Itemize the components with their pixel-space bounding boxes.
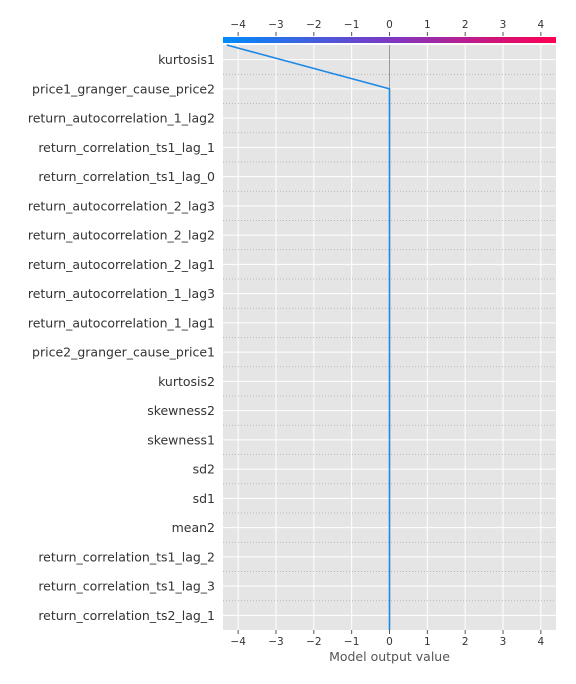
top-tick-label: 3 <box>500 19 507 31</box>
x-axis-title: Model output value <box>329 649 450 664</box>
top-tick-label: 4 <box>538 19 545 31</box>
feature-labels: kurtosis1 price1_granger_cause_price2retu… <box>28 52 215 623</box>
colorbar <box>223 37 556 43</box>
feature-label: return_correlation_ts2_lag_1 <box>38 608 215 623</box>
feature-label: return_autocorrelation_2_lag2 <box>28 228 215 243</box>
feature-label: kurtosis1 <box>158 52 215 67</box>
feature-label: sd2 <box>193 462 215 477</box>
bottom-tick-label: 4 <box>538 636 545 648</box>
bottom-tick-label: 3 <box>500 636 507 648</box>
bottom-tick-label: 0 <box>386 636 393 648</box>
top-tick-label: −3 <box>268 19 283 31</box>
feature-label: skewness2 <box>147 403 215 418</box>
feature-label: return_autocorrelation_1_lag3 <box>28 286 215 301</box>
feature-label: return_autocorrelation_2_lag1 <box>28 257 215 272</box>
bottom-tick-label: −3 <box>268 636 283 648</box>
top-tick-label: 1 <box>424 19 431 31</box>
top-tick-label: 0 <box>386 19 393 31</box>
bottom-tick-label: 2 <box>462 636 469 648</box>
feature-label: return_autocorrelation_1_lag2 <box>28 111 215 126</box>
decision-line <box>226 44 391 630</box>
bottom-tick-label: −1 <box>344 636 359 648</box>
feature-label: return_correlation_ts1_lag_1 <box>38 140 215 155</box>
feature-label: price2_granger_cause_price1 <box>32 345 215 360</box>
top-axis-ticks: −4 −3 −2 −1 0 1 2 3 4 <box>230 19 545 36</box>
bottom-axis-ticks: −4 −3 −2 −1 0 1 2 3 4 <box>230 630 545 648</box>
feature-label: skewness1 <box>147 432 215 447</box>
bottom-tick-label: 1 <box>424 636 431 648</box>
feature-label: return_autocorrelation_2_lag3 <box>28 198 215 213</box>
feature-label: sd1 <box>193 491 215 506</box>
feature-label: return_autocorrelation_1_lag1 <box>28 315 215 330</box>
feature-label: return_correlation_ts1_lag_3 <box>38 579 215 594</box>
feature-label: return_correlation_ts1_lag_0 <box>38 169 215 184</box>
feature-label: kurtosis2 <box>158 374 215 389</box>
top-tick-label: −4 <box>230 19 246 31</box>
bottom-tick-label: −4 <box>230 636 246 648</box>
top-tick-label: −2 <box>306 19 321 31</box>
feature-label: price1_granger_cause_price2 <box>32 81 215 96</box>
decision-lines <box>226 44 391 630</box>
bottom-tick-label: −2 <box>306 636 321 648</box>
feature-label: mean2 <box>172 520 215 535</box>
feature-label: return_correlation_ts1_lag_2 <box>38 549 215 564</box>
top-tick-label: 2 <box>462 19 469 31</box>
top-tick-label: −1 <box>344 19 359 31</box>
